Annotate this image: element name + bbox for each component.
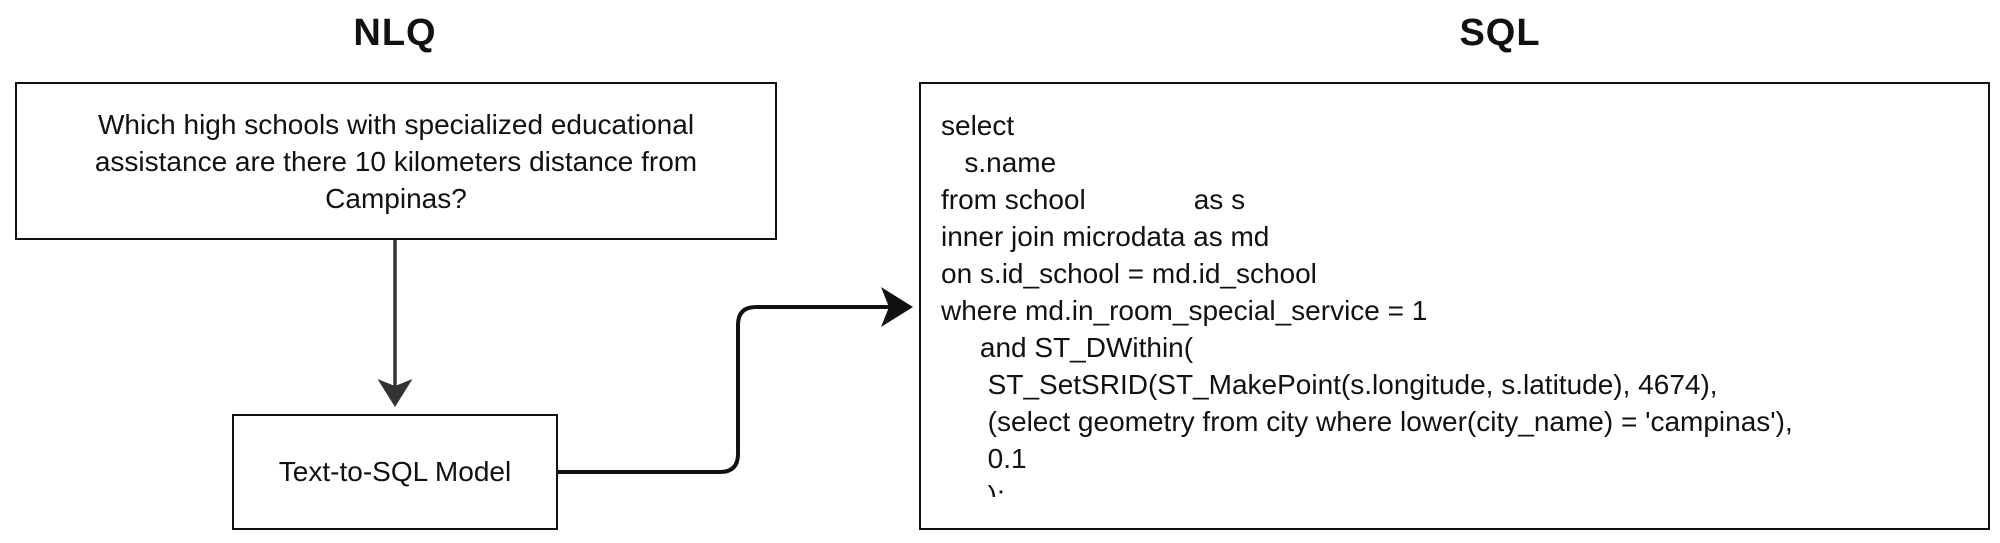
sql-line-text: ST_SetSRID(ST_MakePoint(s.longitude, s.l… xyxy=(941,369,1718,400)
sql-line: and ST_DWithin( xyxy=(941,329,1793,366)
sql-line-text: from school xyxy=(941,184,1086,215)
sql-line-text: and ST_DWithin( xyxy=(941,332,1194,363)
sql-line: inner join microdata as md xyxy=(941,218,1793,255)
sql-heading: SQL xyxy=(1459,12,1541,54)
sql-line-text: s.name xyxy=(941,147,1057,178)
model-box: Text-to-SQL Model xyxy=(232,414,558,530)
sql-line-text: where md.in_room_special_service = 1 xyxy=(941,295,1428,326)
sql-line: 0.1 xyxy=(941,440,1793,477)
sql-line: where md.in_room_special_service = 1 xyxy=(941,292,1793,329)
sql-line: s.name xyxy=(941,144,1793,181)
sql-line-text: select xyxy=(941,110,1015,141)
sql-line: ST_SetSRID(ST_MakePoint(s.longitude, s.l… xyxy=(941,366,1793,403)
nlq-heading: NLQ xyxy=(353,12,437,54)
model-label: Text-to-SQL Model xyxy=(278,456,512,487)
sql-line: select xyxy=(941,107,1793,144)
sql-line-alias: as s xyxy=(1193,184,1246,215)
sql-line-text: inner join microdata as md xyxy=(941,221,1270,252)
sql-line: on s.id_school = md.id_school xyxy=(941,255,1793,292)
sql-line-text: on s.id_school = md.id_school xyxy=(941,258,1317,289)
question-box: Which high schools with specialized educ… xyxy=(15,82,777,240)
question-text: Which high schools with specialized educ… xyxy=(94,108,698,214)
sql-line-text: (select geometry from city where lower(c… xyxy=(941,406,1793,437)
sql-line: (select geometry from city where lower(c… xyxy=(941,403,1793,440)
sql-box: select s.name from school as s inner join m… xyxy=(919,82,1990,530)
sql-line-text: 0.1 xyxy=(941,443,1027,474)
sql-code: select s.name from school as s inner join m… xyxy=(941,107,1793,497)
model-to-sql-arrow xyxy=(558,287,913,474)
sql-line: ); xyxy=(941,477,1793,497)
sql-line-text: ); xyxy=(941,480,1005,497)
sql-line: from school as s xyxy=(941,181,1793,218)
